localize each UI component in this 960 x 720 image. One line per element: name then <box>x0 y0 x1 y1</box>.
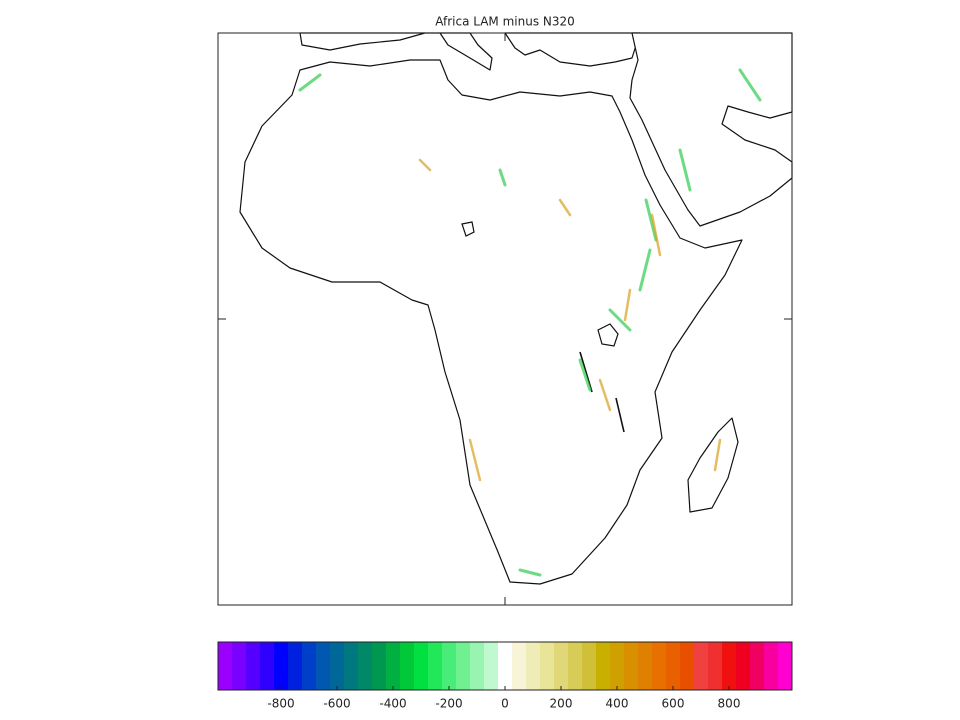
colorbar-box <box>680 642 695 690</box>
colorbar-tick-label: -400 <box>379 697 406 711</box>
colorbar-box <box>610 642 625 690</box>
colorbar-box <box>386 642 401 690</box>
colorbar-tick-label: -200 <box>435 697 462 711</box>
colorbar-box <box>246 642 261 690</box>
colorbar-box <box>778 642 793 690</box>
colorbar-tick-label: -600 <box>323 697 350 711</box>
frame-ticks <box>218 33 792 605</box>
colorbar-box <box>526 642 541 690</box>
colorbar-box <box>708 642 723 690</box>
colorbar-box <box>414 642 429 690</box>
colorbar-box <box>484 642 499 690</box>
colorbar-box <box>358 642 373 690</box>
colorbar-box <box>554 642 569 690</box>
colorbar-box <box>736 642 751 690</box>
colorbar-box <box>218 642 233 690</box>
colorbar-box <box>470 642 485 690</box>
colorbar-box <box>764 642 779 690</box>
colorbar-box <box>400 642 415 690</box>
colorbar-box <box>638 642 653 690</box>
map <box>217 32 793 606</box>
lake-victoria <box>597 323 619 347</box>
colorbar-box <box>582 642 597 690</box>
map-title: Africa LAM minus N320 <box>435 15 575 29</box>
colorbar-tick-label: 0 <box>501 697 509 711</box>
colorbar-box <box>652 642 667 690</box>
europe-coast <box>299 32 493 71</box>
difference-texture <box>298 68 762 577</box>
colorbar-box <box>512 642 527 690</box>
colorbar-box <box>694 642 709 690</box>
colorbar-box <box>442 642 457 690</box>
madagascar-coast <box>687 417 739 513</box>
lake-chad <box>461 221 475 237</box>
colorbar-box <box>540 642 555 690</box>
colorbar-box <box>330 642 345 690</box>
colorbar-box <box>624 642 639 690</box>
colorbar-box <box>260 642 275 690</box>
colorbar-box <box>274 642 289 690</box>
colorbar-tick-label: -800 <box>267 697 294 711</box>
colorbar-box <box>596 642 611 690</box>
africa-coast <box>239 59 743 585</box>
colorbar-box <box>232 642 247 690</box>
colorbar-box <box>344 642 359 690</box>
colorbar-tick-label: 600 <box>662 697 685 711</box>
lake-malawi <box>615 397 625 433</box>
colorbar-box <box>288 642 303 690</box>
colorbar: -800 -600 -400 -200 0 200 400 600 800 <box>217 641 793 711</box>
colorbar-box <box>428 642 443 690</box>
colorbar-box <box>302 642 317 690</box>
colorbar-tick-label: 400 <box>606 697 629 711</box>
colorbar-tick-label: 800 <box>718 697 741 711</box>
colorbar-box <box>372 642 387 690</box>
colorbar-box <box>456 642 471 690</box>
colorbar-box <box>498 642 513 690</box>
colorbar-tick-label: 200 <box>550 697 573 711</box>
colorbar-box <box>316 642 331 690</box>
colorbar-box <box>722 642 737 690</box>
colorbar-box <box>666 642 681 690</box>
colorbar-box <box>750 642 765 690</box>
colorbar-box <box>568 642 583 690</box>
